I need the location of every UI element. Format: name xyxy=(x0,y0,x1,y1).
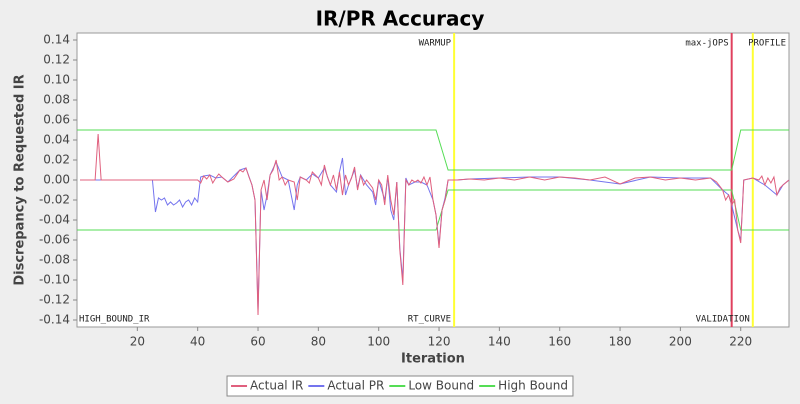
series-line xyxy=(77,189,789,231)
marker-label: HIGH_BOUND_IR xyxy=(79,315,150,325)
x-tick-label: 220 xyxy=(729,335,752,349)
y-tick-label: 0.06 xyxy=(43,113,70,127)
x-tick-label: 60 xyxy=(250,335,265,349)
y-tick-label: -0.12 xyxy=(39,293,70,307)
marker-label: PROFILE xyxy=(748,39,786,49)
y-tick-label: 0.04 xyxy=(43,133,70,147)
y-tick-label: -0.06 xyxy=(39,233,70,247)
y-tick-label: 0.12 xyxy=(43,53,70,67)
x-tick-label: 100 xyxy=(367,335,390,349)
y-tick-label: -0.04 xyxy=(39,213,70,227)
y-tick-label: 0.00 xyxy=(43,173,70,187)
x-axis-label: Iteration xyxy=(401,352,465,367)
y-tick-label: -0.08 xyxy=(39,253,70,267)
x-tick-label: 120 xyxy=(428,335,451,349)
y-tick-label: -0.10 xyxy=(39,273,70,287)
x-tick-label: 160 xyxy=(548,335,571,349)
y-tick-label: 0.02 xyxy=(43,153,70,167)
chart-title: IR/PR Accuracy xyxy=(316,7,485,31)
legend: Actual IR Actual PR Low Bound High Bound xyxy=(226,375,574,397)
y-tick-label: -0.14 xyxy=(39,313,70,327)
y-tick-label: 0.10 xyxy=(43,73,70,87)
marker-label: RT_CURVE xyxy=(408,315,451,325)
marker-label: VALIDATION xyxy=(696,315,750,325)
legend-label: Actual IR xyxy=(250,379,303,393)
legend-label: Actual PR xyxy=(327,379,384,393)
x-tick-label: 80 xyxy=(311,335,326,349)
x-tick-label: 20 xyxy=(130,335,145,349)
y-tick-label: 0.14 xyxy=(43,33,70,47)
legend-label: Low Bound xyxy=(408,379,474,393)
y-tick-label: 0.08 xyxy=(43,93,70,107)
marker-label: WARMUP xyxy=(419,39,452,49)
x-tick-label: 180 xyxy=(609,335,632,349)
legend-label: High Bound xyxy=(498,379,568,393)
x-tick-label: 140 xyxy=(488,335,511,349)
y-tick-label: -0.02 xyxy=(39,193,70,207)
series-line xyxy=(77,129,789,171)
x-tick-label: 200 xyxy=(669,335,692,349)
x-tick-label: 40 xyxy=(190,335,205,349)
marker-label: max-jOPS xyxy=(685,39,728,49)
series-line xyxy=(80,133,790,316)
y-axis-label: Discrepancy to Requested IR xyxy=(13,74,28,285)
